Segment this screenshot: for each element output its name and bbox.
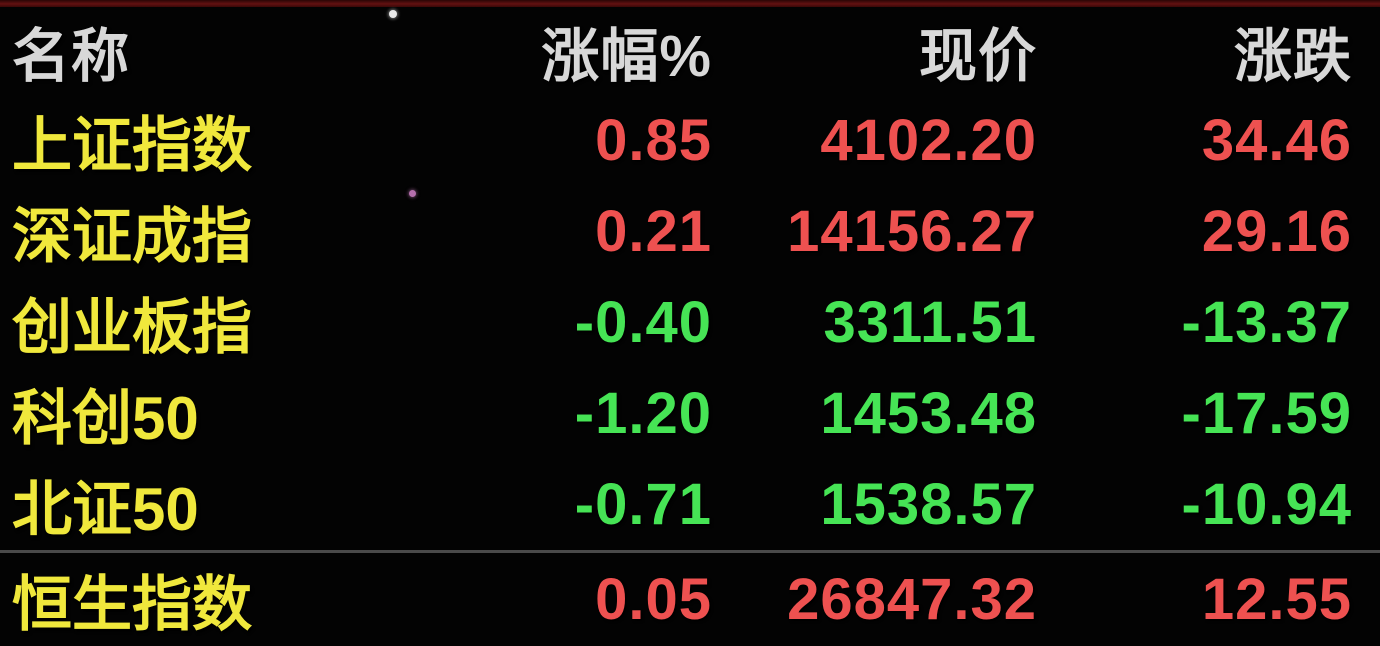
index-price: 1453.48: [820, 381, 1037, 446]
index-name: 科创50: [12, 385, 199, 452]
index-name: 创业板指: [12, 294, 252, 361]
index-change: 29.16: [1201, 199, 1352, 264]
index-change-percent: 0.21: [595, 199, 712, 264]
index-price: 1538.57: [820, 472, 1037, 537]
table-row-shenzhen-component[interactable]: 深证成指 0.21 14156.27 29.16: [0, 186, 1380, 277]
table-row-shanghai-composite[interactable]: 上证指数 0.85 4102.20 34.46: [0, 95, 1380, 186]
section-divider: [0, 550, 1380, 553]
index-change-percent: 0.05: [595, 567, 712, 632]
index-name: 北证50: [12, 476, 199, 543]
column-header-change[interactable]: 涨跌: [1233, 24, 1352, 89]
index-change: 34.46: [1201, 108, 1352, 173]
index-change-percent: -1.20: [574, 381, 712, 446]
column-header-name[interactable]: 名称: [12, 24, 131, 89]
index-name: 恒生指数: [12, 571, 252, 638]
index-price: 14156.27: [787, 199, 1037, 264]
index-price: 3311.51: [823, 290, 1037, 355]
index-table: 名称 涨幅% 现价 涨跌 上证指数 0.85 4102.20 34.46 深证成…: [0, 7, 1380, 646]
table-row-hang-seng[interactable]: 恒生指数 0.05 26847.32 12.55: [0, 553, 1380, 646]
index-change: 12.55: [1201, 567, 1352, 632]
index-change: -17.59: [1181, 381, 1352, 446]
table-row-chinext[interactable]: 创业板指 -0.40 3311.51 -13.37: [0, 277, 1380, 368]
column-header-price[interactable]: 现价: [918, 24, 1037, 89]
index-change: -10.94: [1181, 472, 1352, 537]
table-header-row: 名称 涨幅% 现价 涨跌: [0, 7, 1380, 95]
index-change-percent: -0.40: [574, 290, 712, 355]
index-change: -13.37: [1181, 290, 1352, 355]
table-row-star50[interactable]: 科创50 -1.20 1453.48 -17.59: [0, 368, 1380, 459]
white-dot-artifact: [389, 10, 397, 18]
pink-dot-artifact: [409, 190, 416, 197]
table-row-bse50[interactable]: 北证50 -0.71 1538.57 -10.94: [0, 459, 1380, 550]
top-red-strip: [0, 0, 1380, 7]
column-header-change-percent[interactable]: 涨幅%: [541, 24, 712, 89]
index-name: 深证成指: [12, 203, 252, 270]
index-change-percent: 0.85: [595, 108, 712, 173]
index-name: 上证指数: [12, 112, 252, 179]
index-change-percent: -0.71: [574, 472, 712, 537]
index-price: 4102.20: [820, 108, 1037, 173]
index-price: 26847.32: [787, 567, 1037, 632]
